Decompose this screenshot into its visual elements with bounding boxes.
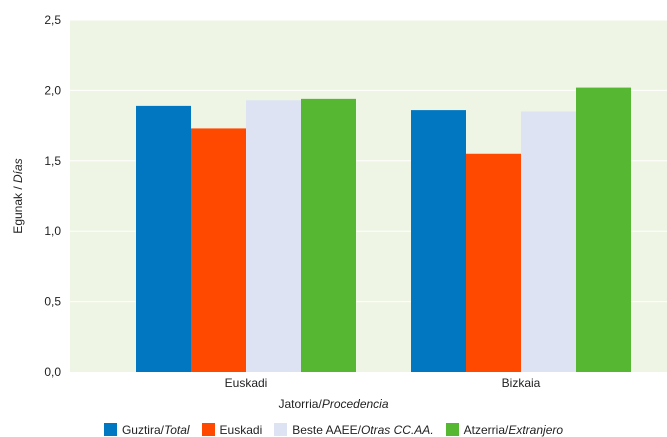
legend-label: Atzerria/Extranjero bbox=[463, 422, 564, 437]
legend-item: Beste AAEE/Otras CC.AA. bbox=[274, 422, 434, 437]
legend-item: Euskadi bbox=[201, 422, 263, 437]
y-tick-label: 2,0 bbox=[44, 83, 61, 97]
x-tick-labels: Euskadi Bizkaia bbox=[225, 376, 541, 390]
y-tick-label: 1,5 bbox=[44, 154, 61, 168]
legend-item: Atzerria/Extranjero bbox=[445, 422, 564, 437]
x-tick-label: Euskadi bbox=[225, 376, 268, 390]
x-tick-label: Bizkaia bbox=[502, 376, 541, 390]
legend-label: Beste AAEE/Otras CC.AA. bbox=[292, 422, 434, 437]
legend-swatch bbox=[445, 423, 459, 436]
bar-bizkaia-1 bbox=[466, 153, 521, 372]
y-tick-label: 0,0 bbox=[44, 365, 61, 379]
bars bbox=[136, 87, 631, 373]
y-tick-label: 2,5 bbox=[44, 13, 61, 27]
y-tick-label: 1,0 bbox=[44, 224, 61, 238]
y-axis-title: Egunak / Días bbox=[11, 158, 25, 233]
bar-euskadi-3 bbox=[301, 98, 356, 373]
bar-bizkaia-3 bbox=[576, 87, 631, 373]
bar-euskadi-2 bbox=[246, 100, 301, 373]
y-tick-labels: 0,0 0,5 1,0 1,5 2,0 2,5 bbox=[44, 13, 61, 379]
y-tick-label: 0,5 bbox=[44, 295, 61, 309]
legend-swatch bbox=[274, 423, 288, 436]
legend-swatch bbox=[201, 423, 215, 436]
x-axis-title: Jatorria/Procedencia bbox=[278, 397, 389, 411]
bar-euskadi-1 bbox=[191, 128, 246, 372]
legend-item: Guztira/Total bbox=[103, 422, 190, 437]
legend: Guztira/Total Euskadi Beste AAEE/Otras CC.… bbox=[0, 422, 667, 437]
bar-euskadi-0 bbox=[136, 105, 191, 372]
legend-label: Euskadi bbox=[219, 422, 263, 437]
bar-bizkaia-2 bbox=[521, 111, 576, 373]
bar-bizkaia-0 bbox=[411, 110, 466, 372]
legend-label: Guztira/Total bbox=[121, 422, 190, 437]
legend-swatch bbox=[103, 423, 117, 436]
